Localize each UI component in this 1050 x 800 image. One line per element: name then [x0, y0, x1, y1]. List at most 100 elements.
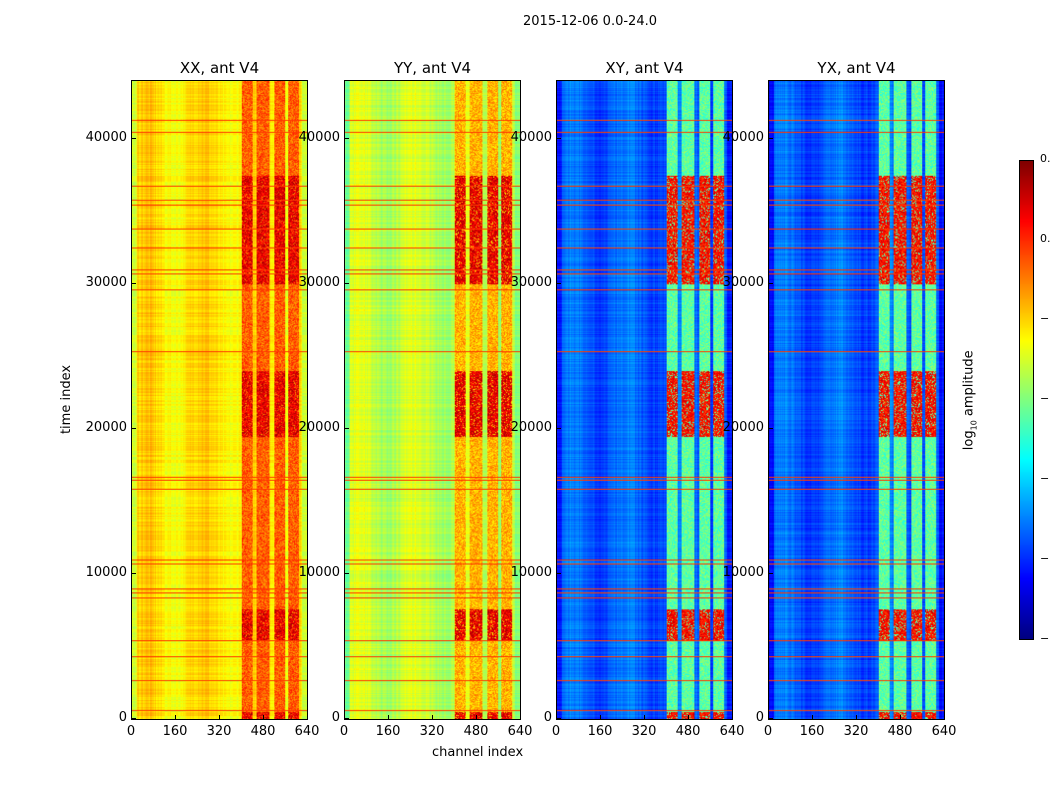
- x-tick-mark: [900, 715, 901, 720]
- x-tick-label: 320: [419, 724, 445, 739]
- y-tick-mark: [556, 283, 561, 284]
- x-tick-label: 640: [719, 724, 745, 739]
- panel-title-1: YY, ant V4: [393, 59, 471, 77]
- y-tick-mark: [344, 428, 349, 429]
- colorbar-tick-label: 0.5: [1040, 152, 1050, 165]
- x-tick-mark: [812, 715, 813, 720]
- x-tick-mark: [219, 715, 220, 720]
- x-tick-mark: [644, 715, 645, 720]
- y-tick-mark: [556, 718, 561, 719]
- x-tick-label: 160: [799, 724, 825, 739]
- colorbar-tick-label: −2.0: [1040, 552, 1050, 565]
- y-tick-label: 30000: [510, 275, 552, 290]
- y-tick-label: 10000: [510, 565, 552, 580]
- x-tick-label: 320: [206, 724, 232, 739]
- y-tick-label: 40000: [510, 130, 552, 145]
- y-tick-label: 10000: [298, 565, 340, 580]
- x-axis-label: channel index: [432, 745, 524, 760]
- colorbar-label-rest: amplitude: [961, 350, 977, 421]
- x-tick-label: 480: [675, 724, 701, 739]
- colorbar-label-sub: 10: [969, 420, 979, 431]
- x-tick-label: 640: [507, 724, 533, 739]
- heatmap-panel-1: [344, 80, 521, 720]
- x-tick-label: 0: [763, 724, 773, 739]
- y-tick-mark: [768, 428, 773, 429]
- heatmap-panel-0: [131, 80, 308, 720]
- y-tick-label: 10000: [85, 565, 127, 580]
- heatmap-panel-2: [556, 80, 733, 720]
- y-tick-mark: [344, 573, 349, 574]
- x-tick-mark: [307, 715, 308, 720]
- x-tick-mark: [263, 715, 264, 720]
- colorbar-label-log: log: [961, 430, 977, 451]
- x-tick-mark: [131, 715, 132, 720]
- y-tick-label: 10000: [722, 565, 764, 580]
- colorbar-tick-label: −0.5: [1040, 312, 1050, 325]
- x-tick-label: 0: [339, 724, 349, 739]
- x-tick-label: 160: [375, 724, 401, 739]
- heatmap-panel-3: [768, 80, 945, 720]
- figure-title: 2015-12-06 0.0-24.0: [523, 14, 657, 29]
- x-tick-label: 0: [551, 724, 561, 739]
- x-tick-mark: [768, 715, 769, 720]
- x-tick-mark: [600, 715, 601, 720]
- heatmap-image: [557, 81, 732, 719]
- x-tick-mark: [732, 715, 733, 720]
- y-tick-mark: [131, 573, 136, 574]
- x-tick-label: 480: [463, 724, 489, 739]
- y-tick-mark: [768, 138, 773, 139]
- y-tick-mark: [556, 138, 561, 139]
- y-tick-mark: [768, 573, 773, 574]
- x-tick-label: 640: [294, 724, 320, 739]
- y-tick-mark: [131, 718, 136, 719]
- x-tick-label: 480: [887, 724, 913, 739]
- y-tick-label: 0: [331, 710, 340, 725]
- y-tick-mark: [131, 283, 136, 284]
- y-tick-label: 20000: [510, 420, 552, 435]
- colorbar-tick-label: −1.5: [1040, 472, 1050, 485]
- heatmap-image: [345, 81, 520, 719]
- x-tick-mark: [944, 715, 945, 720]
- x-tick-label: 320: [631, 724, 657, 739]
- colorbar-tick-label: −1.0: [1040, 392, 1050, 405]
- heatmap-image: [132, 81, 307, 719]
- y-tick-label: 20000: [722, 420, 764, 435]
- y-tick-mark: [768, 283, 773, 284]
- y-tick-mark: [556, 428, 561, 429]
- heatmap-image: [769, 81, 944, 719]
- x-tick-mark: [476, 715, 477, 720]
- y-tick-label: 20000: [85, 420, 127, 435]
- x-tick-mark: [344, 715, 345, 720]
- x-tick-mark: [856, 715, 857, 720]
- panel-title-3: YX, ant V4: [817, 59, 896, 77]
- y-tick-label: 40000: [722, 130, 764, 145]
- x-tick-label: 480: [250, 724, 276, 739]
- x-tick-label: 160: [162, 724, 188, 739]
- y-tick-label: 0: [118, 710, 127, 725]
- y-tick-label: 0: [755, 710, 764, 725]
- y-tick-mark: [131, 428, 136, 429]
- x-tick-label: 0: [126, 724, 136, 739]
- y-tick-mark: [344, 283, 349, 284]
- x-tick-label: 640: [931, 724, 957, 739]
- y-tick-mark: [344, 138, 349, 139]
- y-tick-mark: [344, 718, 349, 719]
- y-tick-label: 40000: [85, 130, 127, 145]
- panel-title-2: XY, ant V4: [605, 59, 684, 77]
- y-tick-label: 30000: [722, 275, 764, 290]
- y-tick-mark: [131, 138, 136, 139]
- x-tick-mark: [688, 715, 689, 720]
- y-tick-label: 40000: [298, 130, 340, 145]
- colorbar-label: log10 amplitude: [962, 350, 979, 450]
- x-tick-mark: [388, 715, 389, 720]
- y-tick-mark: [556, 573, 561, 574]
- y-tick-label: 20000: [298, 420, 340, 435]
- colorbar: [1019, 160, 1034, 640]
- y-tick-label: 30000: [85, 275, 127, 290]
- colorbar-tick-label: 0.0: [1040, 232, 1050, 245]
- y-tick-label: 0: [543, 710, 552, 725]
- colorbar-tick-label: −2.5: [1040, 632, 1050, 645]
- x-tick-label: 320: [843, 724, 869, 739]
- x-tick-mark: [432, 715, 433, 720]
